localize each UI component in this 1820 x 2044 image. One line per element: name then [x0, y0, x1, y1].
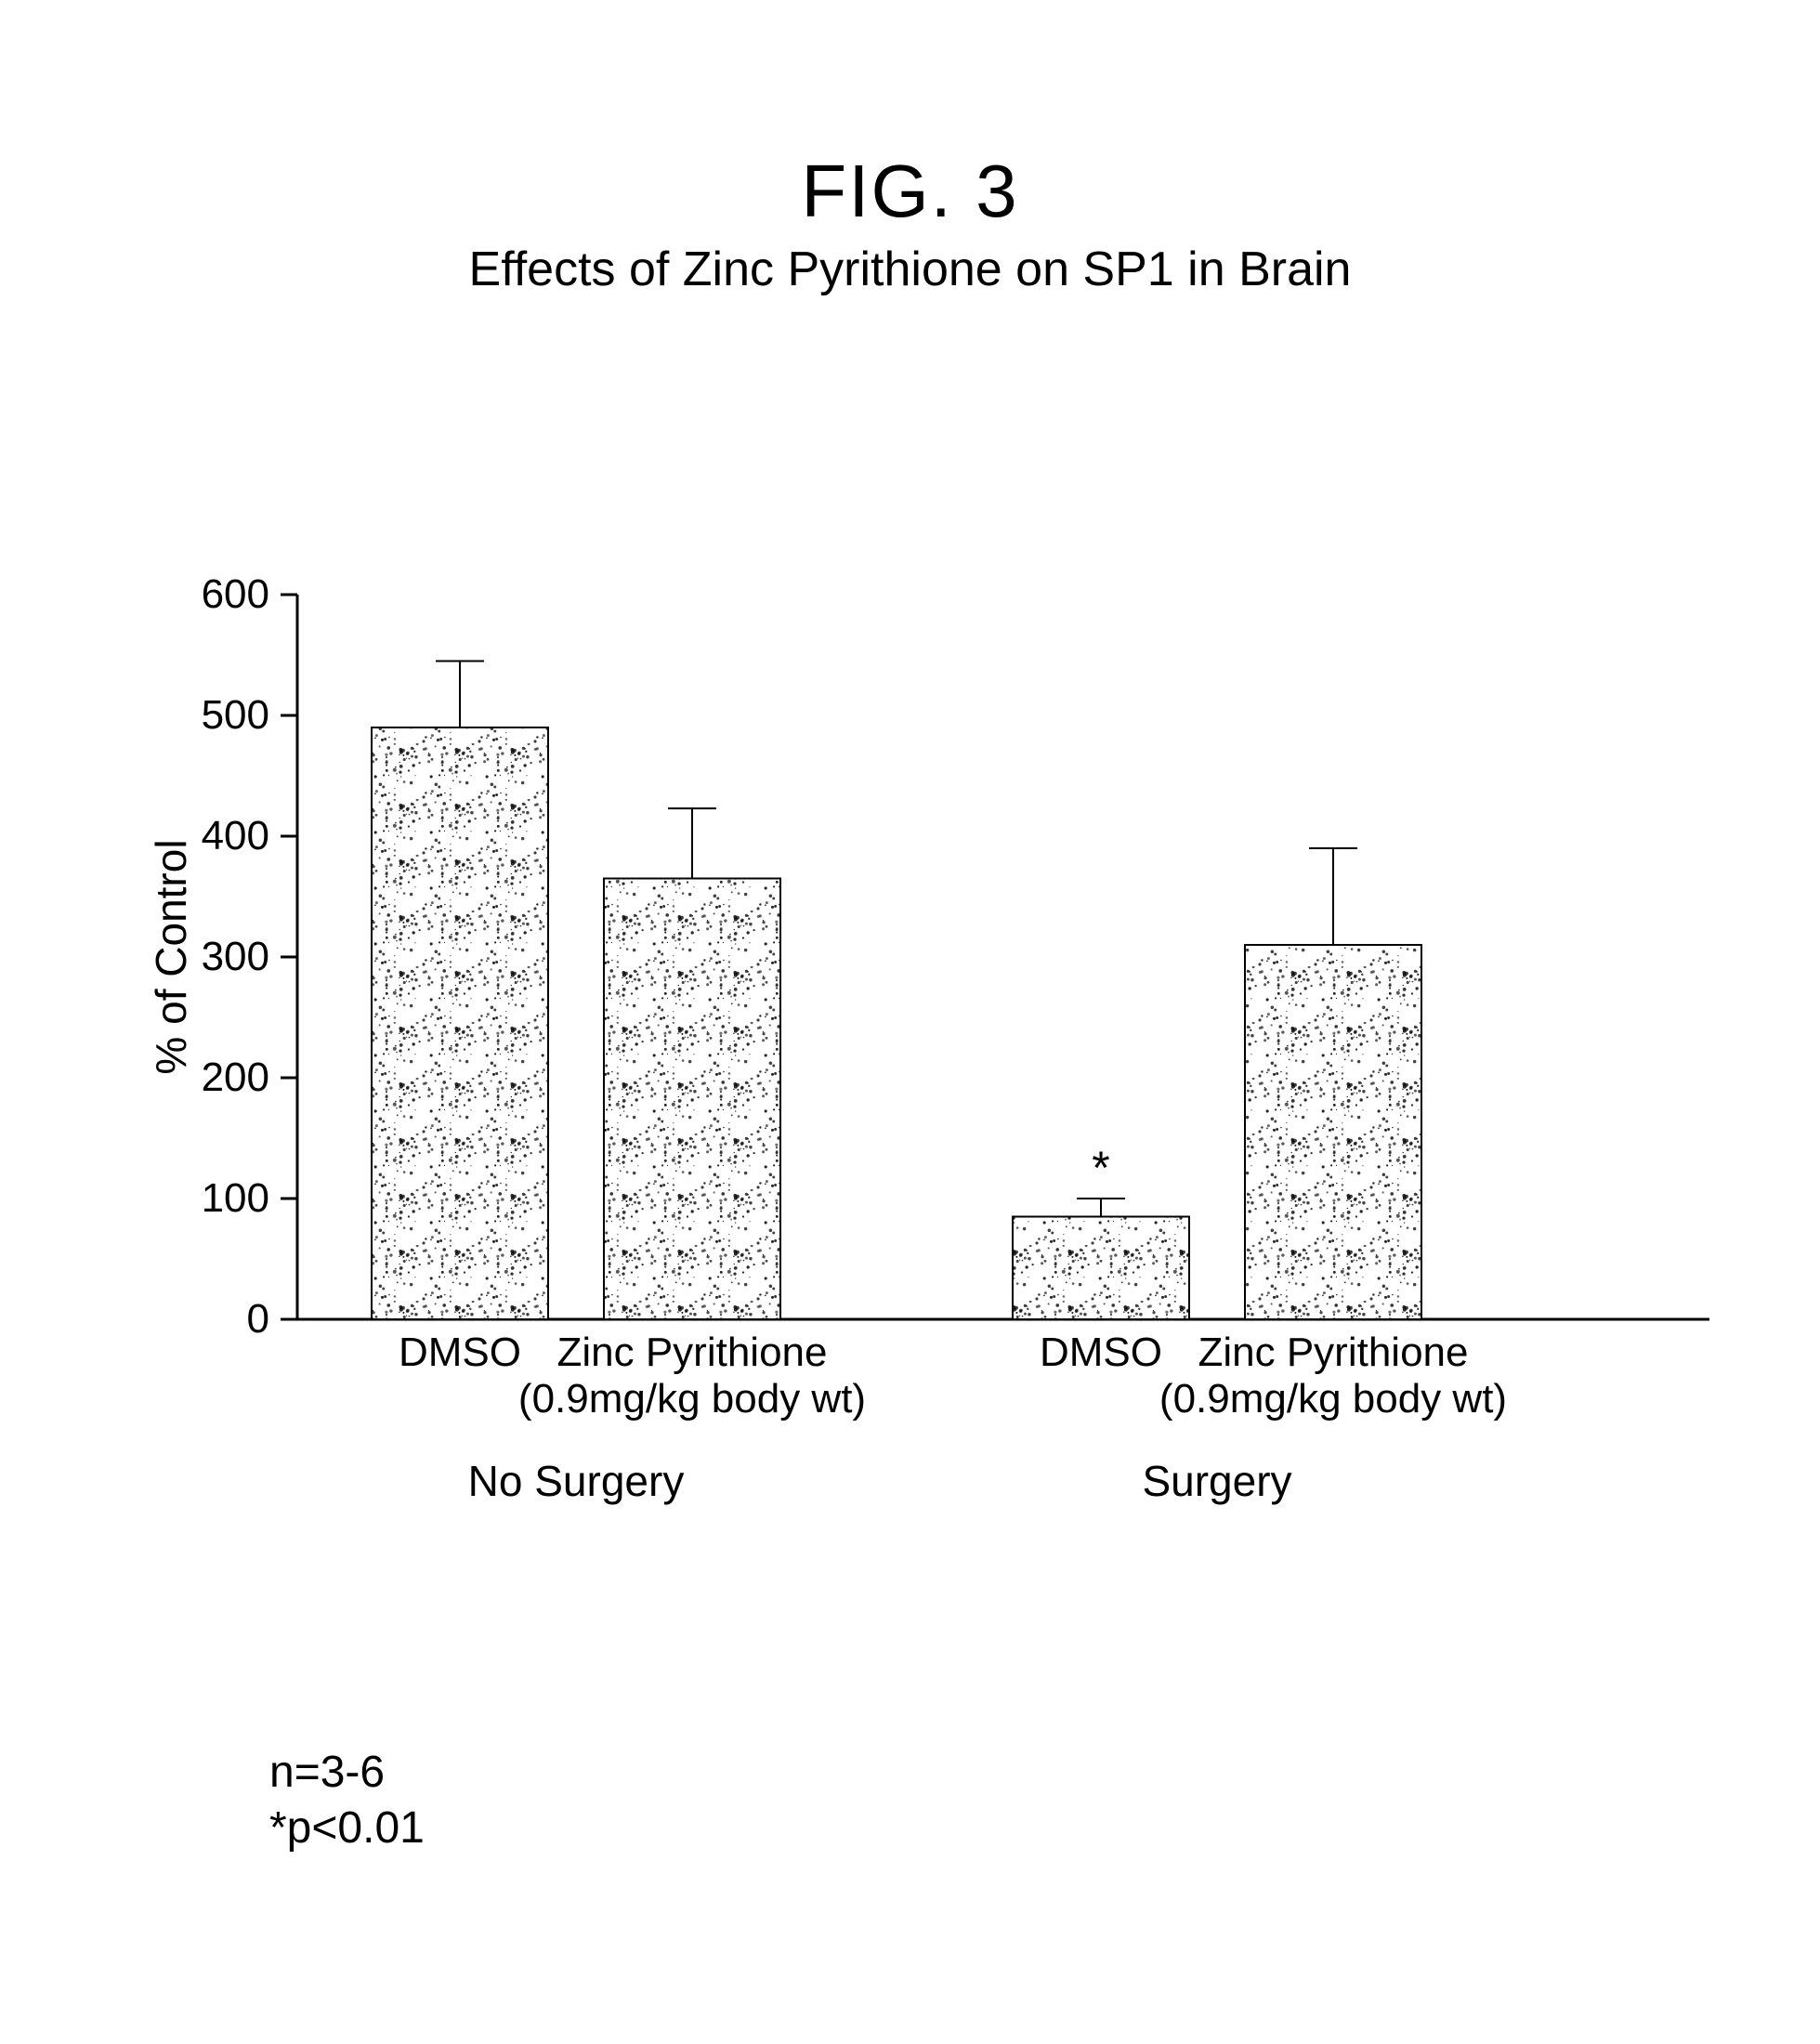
- page: FIG. 3 Effects of Zinc Pyrithione on SP1…: [0, 0, 1820, 2044]
- figure-subtitle: Effects of Zinc Pyrithione on SP1 in Bra…: [0, 242, 1820, 297]
- svg-text:400: 400: [202, 813, 269, 858]
- x-tick-label: DMSO: [1040, 1330, 1162, 1375]
- svg-text:100: 100: [202, 1175, 269, 1221]
- svg-text:200: 200: [202, 1055, 269, 1100]
- title-block: FIG. 3 Effects of Zinc Pyrithione on SP1…: [0, 149, 1820, 297]
- bar: [604, 879, 780, 1320]
- figure-label: FIG. 3: [0, 149, 1820, 234]
- x-tick-label: Zinc Pyrithione: [556, 1330, 827, 1375]
- svg-text:*: *: [1092, 1142, 1109, 1194]
- svg-text:600: 600: [202, 576, 269, 617]
- x-tick-label: DMSO: [399, 1330, 521, 1375]
- svg-text:% of Control: % of Control: [149, 839, 195, 1074]
- x-tick-label: (0.9mg/kg body wt): [518, 1376, 866, 1422]
- x-tick-label: (0.9mg/kg body wt): [1159, 1376, 1507, 1422]
- svg-text:500: 500: [202, 692, 269, 738]
- bar: [1245, 945, 1421, 1319]
- svg-text:0: 0: [247, 1296, 269, 1342]
- svg-text:300: 300: [202, 934, 269, 979]
- group-label: No Surgery: [468, 1457, 685, 1505]
- bar: [1013, 1217, 1189, 1320]
- footnote-n: n=3-6: [269, 1747, 385, 1798]
- bar: [372, 727, 548, 1319]
- group-label: Surgery: [1142, 1457, 1291, 1505]
- chart-container: 0 100 200 300 400 500 600 % of Control DMSO Zinc …: [149, 576, 1709, 1505]
- bar-chart: 0 100 200 300 400 500 600 % of Control DMSO Zinc …: [149, 576, 1709, 1691]
- footnote-p: *p<0.01: [269, 1802, 425, 1854]
- x-tick-label: Zinc Pyrithione: [1198, 1330, 1468, 1375]
